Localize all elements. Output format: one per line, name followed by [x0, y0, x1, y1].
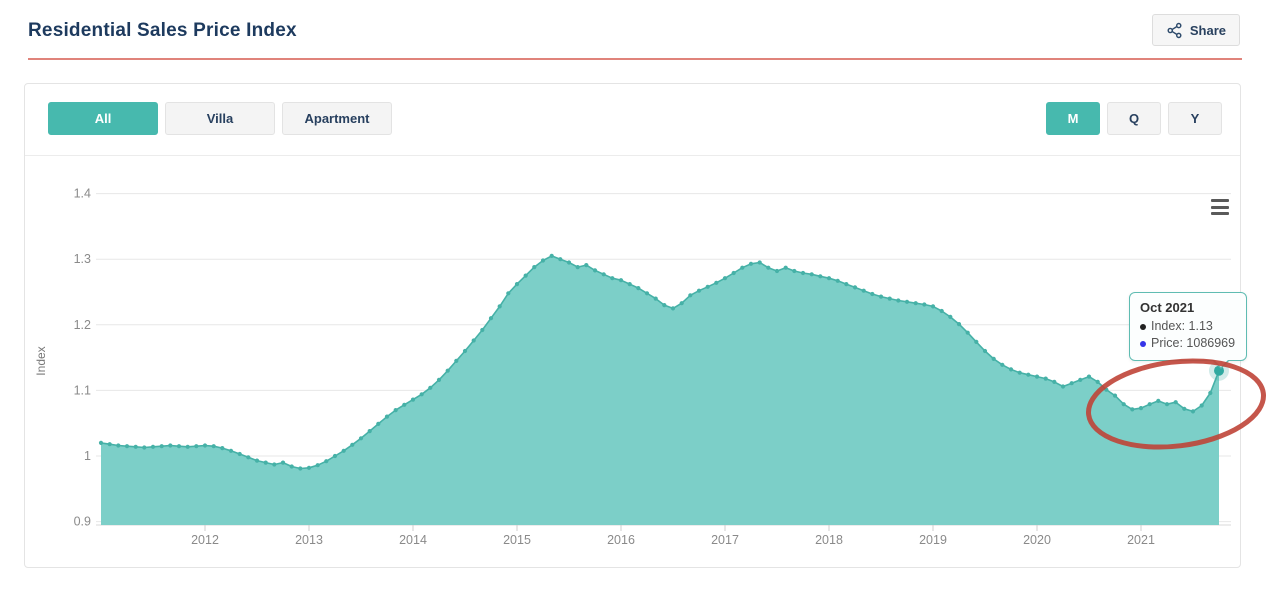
- tooltip-item-price: Price: 1086969: [1140, 335, 1235, 352]
- period-button-q[interactable]: Q: [1107, 102, 1161, 135]
- y-axis-tick-label: 1.1: [74, 383, 91, 397]
- share-button-label: Share: [1189, 22, 1226, 38]
- x-axis-tick-label: 2015: [503, 533, 531, 547]
- x-axis-tick-label: 2012: [191, 533, 219, 547]
- page-title: Residential Sales Price Index: [28, 20, 297, 41]
- y-axis-tick-label: 1.2: [74, 318, 91, 332]
- page-header: Residential Sales Price Index Share: [28, 14, 1242, 60]
- x-axis: 2012 2013 2014 2015 2016 2017 2018 2019 2020 2021: [96, 524, 1231, 547]
- x-axis-tick-label: 2018: [815, 533, 843, 547]
- period-button-m[interactable]: M: [1046, 102, 1100, 135]
- property-type-filter-group: All Villa Apartment: [48, 102, 392, 135]
- y-axis-tick-label: 1: [84, 449, 91, 463]
- tooltip-title: Oct 2021: [1140, 300, 1195, 315]
- x-axis-tick-label: 2021: [1127, 533, 1155, 547]
- filter-button-all[interactable]: All: [48, 102, 158, 135]
- tooltip-item-index: Index: 1.13: [1140, 318, 1235, 335]
- x-axis-tick-label: 2017: [711, 533, 739, 547]
- chart-tooltip: Oct 2021 Index: 1.13 Price: 1086969: [1129, 292, 1248, 369]
- x-axis-tick-label: 2016: [607, 533, 635, 547]
- area-series-index[interactable]: [98, 253, 1222, 525]
- filter-button-villa[interactable]: Villa: [165, 102, 275, 135]
- x-axis-tick-label: 2013: [295, 533, 323, 547]
- tooltip-bullet: [1140, 323, 1146, 330]
- period-button-y[interactable]: Y: [1168, 102, 1222, 135]
- share-icon: [1167, 22, 1182, 38]
- y-axis-tick-label: 1.3: [74, 252, 91, 266]
- y-axis-title: Index: [34, 346, 48, 375]
- y-axis-tick-label: 0.9: [74, 515, 91, 529]
- chart-area: 0.9 1 1.1 1.2 1.3 1.4 Index 2012 2013 2014 2015 201…: [25, 156, 1240, 567]
- x-axis-tick-label: 2019: [919, 533, 947, 547]
- y-axis-tick-label: 1.4: [74, 187, 91, 201]
- share-button[interactable]: Share: [1151, 14, 1240, 46]
- tooltip-bullet: [1140, 340, 1146, 347]
- filter-button-apartment[interactable]: Apartment: [282, 102, 392, 135]
- x-axis-tick-label: 2020: [1023, 533, 1051, 547]
- x-axis-tick-label: 2014: [399, 533, 427, 547]
- chart-context-menu-icon[interactable]: [1211, 198, 1231, 216]
